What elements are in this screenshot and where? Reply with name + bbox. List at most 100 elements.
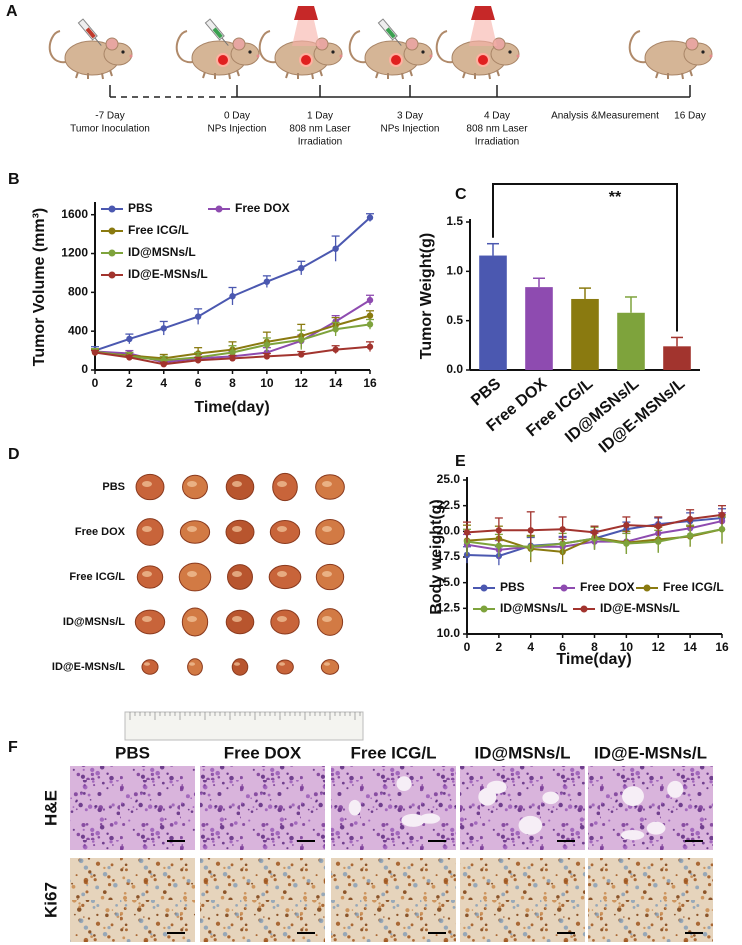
bar <box>525 287 553 370</box>
y-tick-label: 17.5 <box>437 549 461 563</box>
x-tick-label: 10 <box>260 376 274 390</box>
y-tick-label: 1200 <box>61 246 88 260</box>
y-tick-label: 0.0 <box>446 362 463 376</box>
row-label: ID@MSNs/L <box>63 616 125 628</box>
x-tick-label: PBS <box>468 375 504 409</box>
legend-label: PBS <box>500 580 525 594</box>
y-tick-label: 1600 <box>61 207 88 221</box>
step-event: 808 nm Laser <box>466 124 528 135</box>
tumor-highlight <box>189 662 195 666</box>
step-event: Irradiation <box>475 137 519 148</box>
legend-marker <box>480 605 488 613</box>
point <box>686 515 694 523</box>
legend-label: Free DOX <box>235 201 290 215</box>
tumor-photo <box>231 658 249 676</box>
step-day: 4 Day <box>484 111 510 122</box>
row-label: H&E <box>41 790 60 826</box>
row-label: Free DOX <box>75 526 126 538</box>
column-header: Free DOX <box>224 743 302 762</box>
tumor-photo <box>270 609 300 635</box>
tumor-photo <box>272 472 298 502</box>
fat-vacuole <box>419 813 441 824</box>
tumor-photo <box>181 607 209 637</box>
row-label: PBS <box>102 481 125 493</box>
histology-image <box>331 858 456 942</box>
x-axis-label: Time(day) <box>194 399 269 416</box>
y-tick-label: 12.5 <box>437 601 461 615</box>
x-tick-label: 14 <box>683 640 697 654</box>
point <box>160 325 167 332</box>
tumor-photo <box>135 473 165 501</box>
panel-label: F <box>8 739 18 756</box>
point <box>655 538 662 545</box>
panel-label: B <box>8 171 20 188</box>
y-tick-label: 800 <box>68 285 88 299</box>
syringe <box>77 18 102 46</box>
tumor-photo <box>225 519 255 545</box>
tumor-highlight <box>187 616 197 622</box>
panel-label: D <box>8 446 20 463</box>
point <box>160 360 167 368</box>
y-tick-label: 25.0 <box>437 472 461 486</box>
histology-image <box>460 858 585 942</box>
tumor-highlight <box>322 571 332 577</box>
ruler <box>124 711 364 741</box>
tumor-highlight <box>277 526 287 532</box>
legend-marker <box>643 584 651 592</box>
panel-label: C <box>455 186 467 203</box>
step-event: NPs Injection <box>208 124 267 135</box>
tumor-photo <box>187 658 203 676</box>
syringe-fluid <box>212 27 223 39</box>
tumor-spot <box>476 53 490 67</box>
y-tick-label: 1.0 <box>446 264 463 278</box>
fat-vacuole <box>518 815 543 835</box>
point <box>495 542 503 549</box>
legend-label: PBS <box>128 201 153 215</box>
step-day: -7 Day <box>95 111 124 122</box>
point <box>229 293 236 300</box>
x-tick-label: 8 <box>229 376 236 390</box>
legend-label: ID@MSNs/L <box>500 601 568 615</box>
step-day: 1 Day <box>307 111 333 122</box>
x-tick-label: ID@E-MSNs/L <box>596 375 689 456</box>
y-tick-label: 15.0 <box>437 575 461 589</box>
syringe-needle <box>221 37 229 46</box>
legend-marker <box>108 227 116 235</box>
tumor-highlight <box>142 571 152 577</box>
histology-image <box>200 858 325 942</box>
fat-vacuole <box>622 786 644 807</box>
tumor-photo <box>225 609 255 635</box>
tumor-photo <box>178 562 212 592</box>
tumor-photo <box>268 564 302 590</box>
tumor-highlight <box>277 481 287 487</box>
syringe-fluid <box>85 27 96 39</box>
tumor-highlight <box>324 662 330 666</box>
syringe <box>204 18 229 46</box>
point <box>194 357 202 364</box>
histology-image <box>588 858 713 942</box>
tumor-spot <box>389 53 403 67</box>
tumor-photo <box>276 659 294 675</box>
point <box>332 326 339 333</box>
point <box>559 526 566 533</box>
legend-marker <box>560 584 568 592</box>
tumor-highlight <box>142 481 152 487</box>
fat-vacuole <box>646 821 666 835</box>
point <box>495 527 503 534</box>
tumor-highlight <box>232 526 242 532</box>
point <box>298 351 305 358</box>
x-tick-label: 6 <box>195 376 202 390</box>
x-tick-label: 2 <box>496 640 503 654</box>
tumor-highlight <box>277 571 287 577</box>
x-tick-label: 0 <box>92 376 99 390</box>
legend-label: Free DOX <box>580 580 635 594</box>
tumor-photo <box>225 473 255 501</box>
histology-image <box>460 766 585 850</box>
column-header: Free ICG/L <box>351 743 437 762</box>
legend-marker <box>108 205 116 213</box>
y-axis-label: Tumor Weight(g) <box>418 233 435 360</box>
x-tick-label: 8 <box>591 640 598 654</box>
tumor-photo <box>320 659 340 675</box>
tumor-highlight <box>187 481 197 487</box>
